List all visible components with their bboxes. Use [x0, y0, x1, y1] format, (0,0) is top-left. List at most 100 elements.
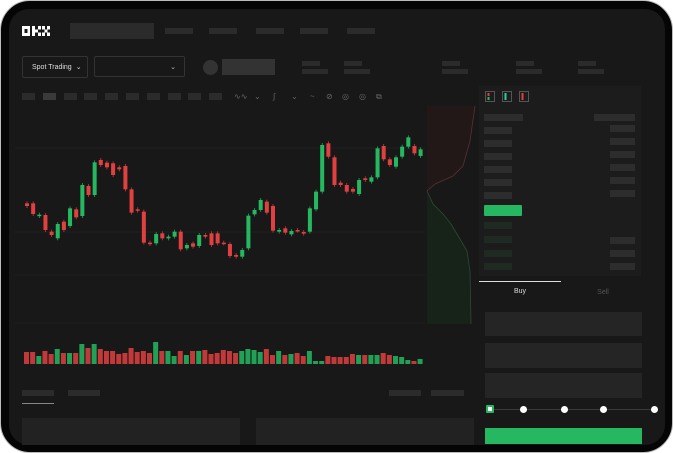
- candle: [61, 221, 66, 230]
- header-price: [484, 114, 523, 121]
- tab-open-orders[interactable]: [22, 390, 54, 396]
- volume-bar: [214, 353, 220, 364]
- slider-step-100[interactable]: [651, 406, 658, 413]
- bids-only-icon[interactable]: [502, 91, 512, 102]
- volume-bar: [48, 354, 54, 364]
- filter-button[interactable]: [431, 390, 464, 396]
- candle: [394, 157, 398, 167]
- stat-value: [442, 69, 468, 74]
- buy-button[interactable]: [485, 428, 642, 444]
- candle: [92, 162, 97, 195]
- trading-mode-dropdown[interactable]: Spot Trading ⌄: [22, 56, 88, 78]
- total-input[interactable]: [485, 373, 642, 398]
- volume-bar: [306, 351, 312, 364]
- candle: [246, 215, 251, 249]
- candle: [400, 146, 405, 157]
- ask-amount: [610, 151, 635, 158]
- timeframe-button[interactable]: [167, 93, 181, 100]
- price-input[interactable]: [485, 312, 642, 336]
- candle: [271, 206, 275, 231]
- timeframe-button[interactable]: [126, 93, 139, 100]
- candle: [129, 189, 134, 213]
- volume-bar: [73, 353, 79, 364]
- volume-bar: [313, 361, 319, 364]
- volume-bar: [319, 361, 325, 364]
- filter-button[interactable]: [389, 390, 421, 396]
- nav-item[interactable]: [300, 28, 328, 34]
- timeframe-button[interactable]: [188, 93, 202, 100]
- slider-step-25[interactable]: [520, 406, 527, 413]
- timeframe-button[interactable]: [84, 93, 98, 100]
- header-amount: [594, 114, 635, 121]
- order-card: [22, 418, 240, 445]
- volume-bar: [386, 355, 392, 364]
- magnet-icon[interactable]: ◎: [342, 92, 349, 101]
- okx-logo[interactable]: [22, 26, 50, 36]
- ask-price: [484, 179, 512, 186]
- ask-amount: [610, 138, 635, 145]
- active-tab-indicator: [479, 281, 561, 282]
- tab-history[interactable]: [68, 390, 100, 396]
- search-bar[interactable]: [70, 23, 154, 39]
- chevron-down-icon: ⌄: [75, 64, 82, 71]
- timeframe-button[interactable]: [63, 93, 77, 100]
- indicator-icon[interactable]: ∿∿: [234, 92, 248, 101]
- candle: [289, 231, 294, 235]
- line-icon[interactable]: ⌄: [254, 92, 261, 101]
- volume-bar: [356, 355, 362, 364]
- timeframe-button[interactable]: [42, 93, 56, 100]
- volume-bar: [85, 348, 91, 364]
- asks-only-icon[interactable]: [519, 91, 529, 102]
- ask-price: [484, 166, 512, 173]
- volume-bar: [349, 354, 355, 364]
- chevron-down-icon[interactable]: ⌄: [291, 92, 298, 101]
- volume-bar: [294, 353, 300, 364]
- wave-icon[interactable]: ~: [310, 92, 315, 101]
- volume-bar: [368, 355, 374, 364]
- candle: [104, 162, 109, 168]
- volume-bar: [177, 351, 183, 364]
- timeframe-button[interactable]: [209, 93, 223, 100]
- candle: [307, 208, 312, 232]
- slider-step-75[interactable]: [600, 406, 607, 413]
- candle: [98, 160, 103, 165]
- volume-bar: [140, 351, 146, 364]
- slider-handle[interactable]: [486, 405, 494, 413]
- volume-bar: [171, 356, 177, 364]
- both-sides-icon[interactable]: [485, 91, 495, 102]
- fullscreen-icon[interactable]: ⧉: [376, 92, 382, 101]
- tab-buy[interactable]: Buy: [513, 288, 527, 295]
- slider-track[interactable]: [490, 409, 655, 410]
- candle: [154, 234, 159, 244]
- candle: [215, 233, 220, 244]
- volume-bar: [331, 357, 337, 364]
- candle: [25, 203, 29, 206]
- tab-sell[interactable]: Sell: [597, 289, 609, 296]
- nav-item[interactable]: [209, 28, 237, 34]
- ruler-icon[interactable]: ⊘: [326, 92, 333, 101]
- target-icon[interactable]: ◎: [359, 92, 366, 101]
- volume-bar: [196, 351, 202, 364]
- nav-item[interactable]: [347, 28, 375, 34]
- volume-bar: [405, 360, 411, 364]
- slider-step-50[interactable]: [561, 406, 568, 413]
- nav-item[interactable]: [165, 28, 193, 34]
- nav-item[interactable]: [256, 28, 284, 34]
- candle: [191, 243, 196, 247]
- pair-dropdown[interactable]: ⌄: [94, 56, 185, 77]
- amount-input[interactable]: [485, 343, 642, 368]
- bid-amount: [610, 263, 635, 270]
- volume-bar: [337, 357, 343, 364]
- candle: [234, 255, 239, 257]
- coin-icon: [203, 60, 218, 75]
- candle: [43, 215, 48, 230]
- candle: [68, 208, 73, 226]
- timeframe-button[interactable]: [105, 93, 119, 100]
- timeframe-button[interactable]: [146, 93, 160, 100]
- draw-icon[interactable]: ∫: [273, 92, 276, 101]
- volume-bar: [202, 350, 208, 364]
- stat-label: [344, 61, 362, 66]
- timeframe-button[interactable]: [22, 93, 35, 100]
- volume-bar: [263, 349, 269, 364]
